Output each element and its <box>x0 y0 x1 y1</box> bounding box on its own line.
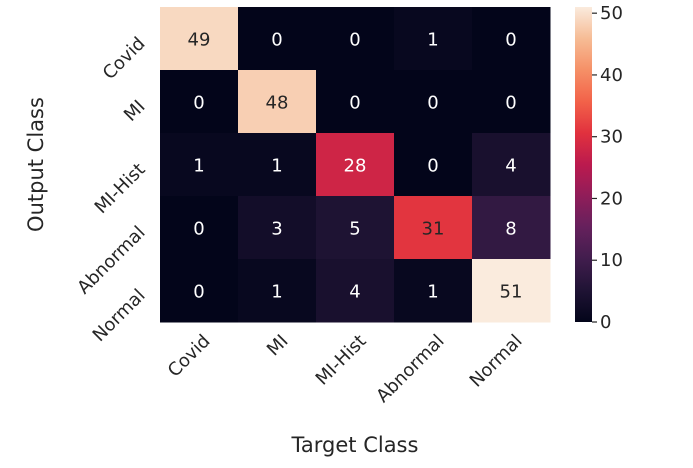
heatmap-cell <box>160 259 239 323</box>
cell-value-label: 0 <box>193 93 204 114</box>
cell-value-label: 0 <box>505 30 516 51</box>
x-tick-label: MI-Hist <box>312 331 371 390</box>
cell-value-label: 51 <box>500 282 523 303</box>
cell-value-label: 0 <box>349 93 360 114</box>
heatmap-cell <box>394 133 473 197</box>
cell-value-label: 4 <box>505 156 516 177</box>
colorbar-tick-label: 0 <box>600 312 611 333</box>
y-tick-label: Abnormal <box>73 222 149 298</box>
cell-value-label: 3 <box>271 219 282 240</box>
colorbar: 0 10 20 30 40 50 <box>575 3 623 333</box>
heatmap-cell <box>238 196 317 260</box>
heatmap-cell <box>316 259 395 323</box>
x-tick-label: MI <box>263 331 293 361</box>
colorbar-tick-label: 40 <box>600 65 623 86</box>
heatmap-cell <box>394 7 473 71</box>
heatmap-cell <box>316 133 395 197</box>
y-tick-label: MI <box>120 96 150 126</box>
y-axis-label: Output Class <box>24 97 48 232</box>
heatmap-cell <box>316 196 395 260</box>
heatmap-cell <box>316 7 395 71</box>
y-tick-label: Normal <box>89 285 150 346</box>
cell-value-label: 0 <box>193 282 204 303</box>
heatmap-cell <box>160 196 239 260</box>
heatmap-cells <box>160 7 551 323</box>
heatmap-cell <box>472 7 551 71</box>
colorbar-gradient <box>575 7 592 322</box>
cell-value-label: 0 <box>349 30 360 51</box>
heatmap-cell <box>238 7 317 71</box>
x-tick-label: Normal <box>466 331 527 392</box>
heatmap-cell <box>394 196 473 260</box>
colorbar-tick-label: 20 <box>600 188 623 209</box>
colorbar-tick-label: 50 <box>600 3 623 24</box>
cell-value-label: 0 <box>193 219 204 240</box>
cell-value-label: 1 <box>193 156 204 177</box>
heatmap-cell <box>160 7 239 71</box>
colorbar-tick-label: 30 <box>600 127 623 148</box>
cell-value-label: 0 <box>505 93 516 114</box>
cell-value-label: 31 <box>422 219 445 240</box>
heatmap-cell-labels: 49 0 0 1 0 0 48 0 0 0 1 1 28 0 4 0 3 5 31 8 0 1 4 1 51 <box>188 30 523 303</box>
heatmap-cell <box>238 259 317 323</box>
cell-value-label: 49 <box>188 30 211 51</box>
x-tick-label: Abnormal <box>372 331 448 407</box>
cell-value-label: 1 <box>427 30 438 51</box>
x-axis-ticks: Covid MI MI-Hist Abnormal Normal <box>164 331 527 407</box>
cell-value-label: 0 <box>427 156 438 177</box>
x-tick-label: Covid <box>164 331 215 382</box>
y-tick-label: MI-Hist <box>91 159 150 218</box>
cell-value-label: 1 <box>427 282 438 303</box>
heatmap-cell <box>394 259 473 323</box>
x-axis-label: Target Class <box>291 433 419 457</box>
cell-value-label: 1 <box>271 282 282 303</box>
cell-value-label: 5 <box>349 219 360 240</box>
cell-value-label: 0 <box>427 93 438 114</box>
cell-value-label: 8 <box>505 219 516 240</box>
heatmap-cell <box>472 259 551 323</box>
cell-value-label: 0 <box>271 30 282 51</box>
heatmap-cell <box>160 70 239 134</box>
cell-value-label: 4 <box>349 282 360 303</box>
cell-value-label: 48 <box>266 93 289 114</box>
heatmap-cell <box>472 133 551 197</box>
heatmap-cell <box>160 133 239 197</box>
heatmap-cell <box>472 196 551 260</box>
heatmap-cell <box>472 70 551 134</box>
heatmap-cell <box>316 70 395 134</box>
heatmap-cell <box>394 70 473 134</box>
heatmap-cell <box>238 70 317 134</box>
y-tick-label: Covid <box>99 33 150 84</box>
colorbar-tick-label: 10 <box>600 250 623 271</box>
cell-value-label: 1 <box>271 156 282 177</box>
heatmap-cell <box>238 133 317 197</box>
cell-value-label: 28 <box>344 156 367 177</box>
